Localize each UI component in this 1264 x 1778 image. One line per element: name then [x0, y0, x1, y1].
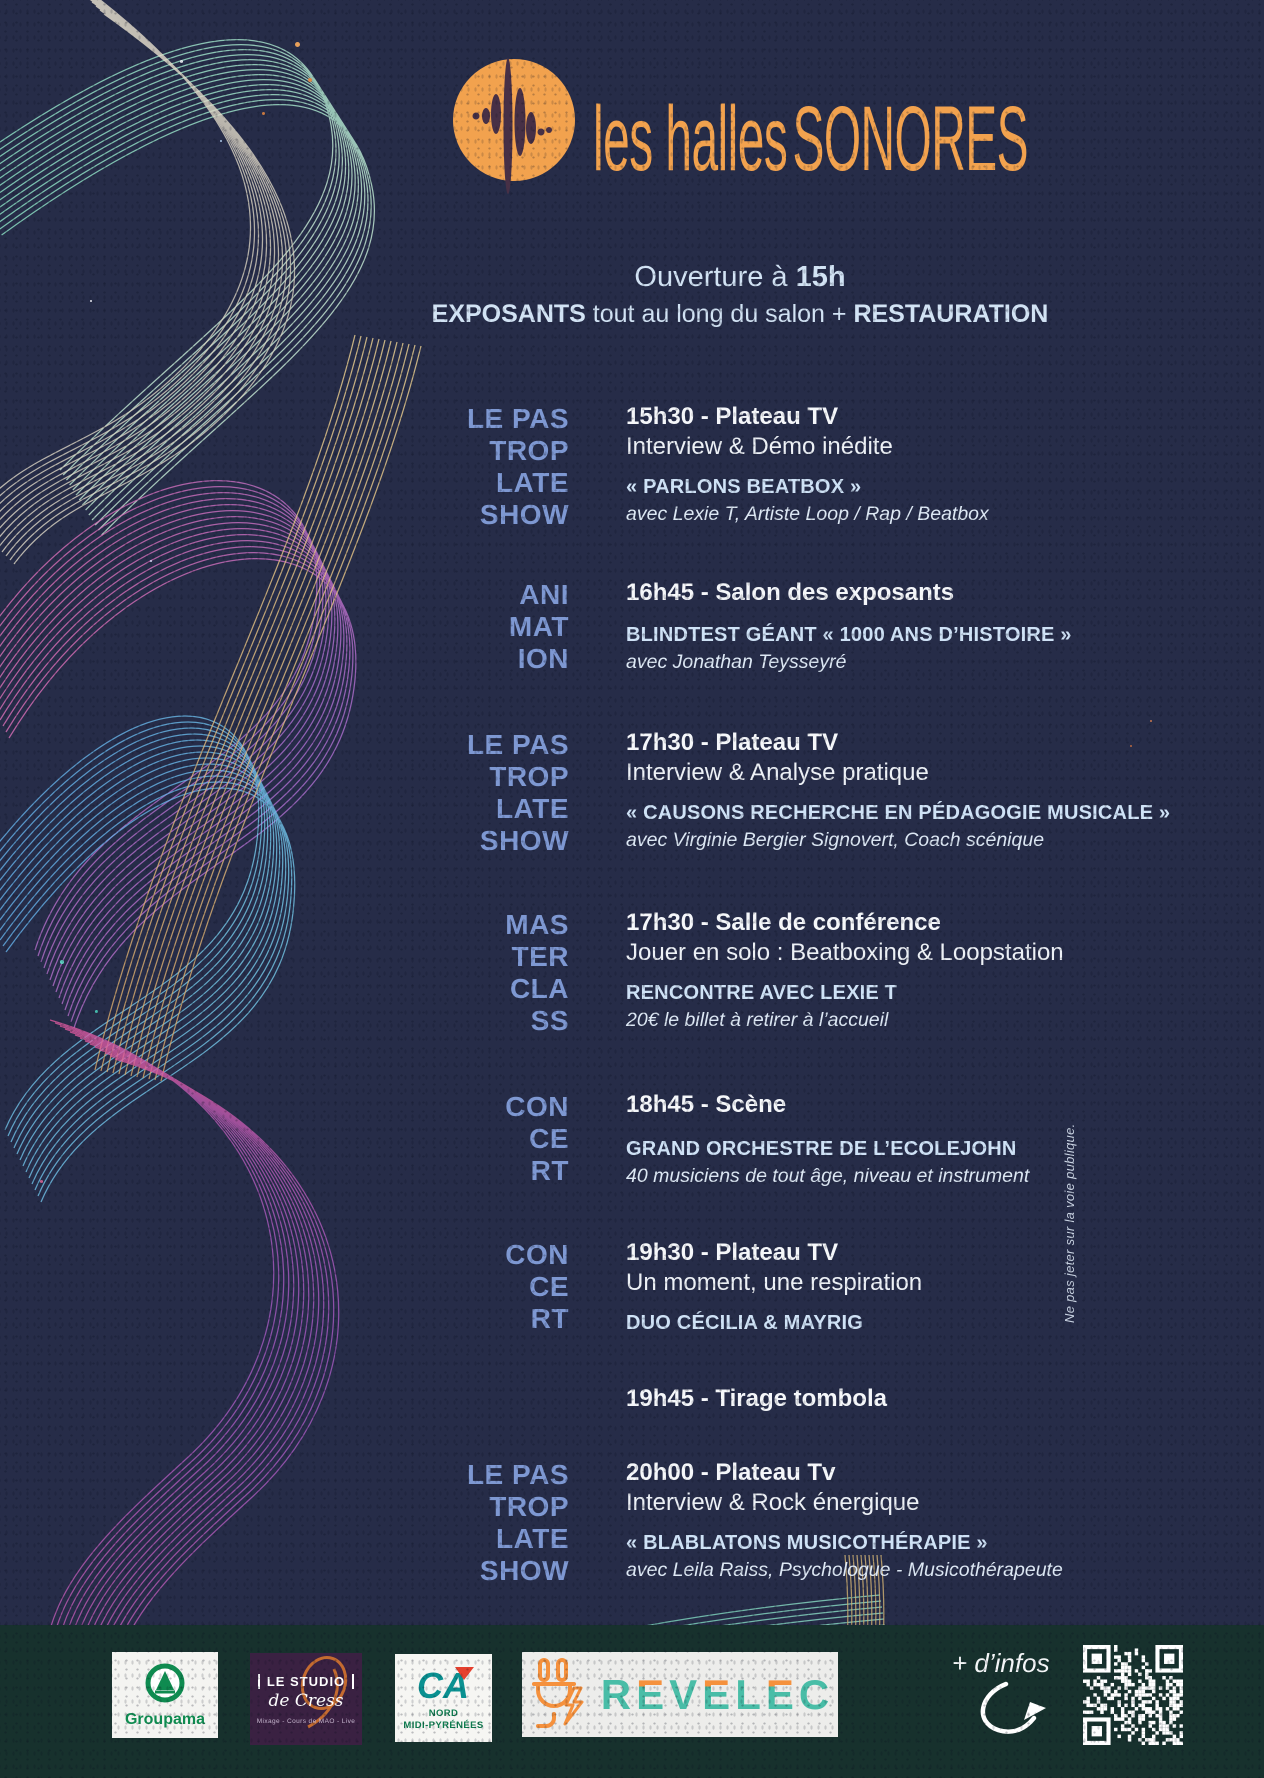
speck — [308, 78, 312, 82]
event-block: LE PAS TROP LATE SHOW 17h30 - Plateau TV… — [449, 728, 1171, 856]
opening-line: Ouverture à 15h — [390, 260, 1090, 294]
soundwave-circle-icon — [453, 58, 575, 194]
sponsor-studio-line1: LE STUDIO — [257, 1673, 355, 1689]
event-time-title: 18h45 - Scène — [626, 1091, 787, 1118]
brand-name-lower: les halles — [593, 88, 788, 190]
event-time-title: 19h45 - Tirage tombola — [626, 1385, 887, 1412]
event-description: Un moment, une respiration — [626, 1269, 923, 1296]
qr-finder-bottom-left — [1083, 1717, 1111, 1745]
speck — [60, 960, 64, 964]
event-time-title: 19h30 - Plateau TV — [626, 1239, 839, 1266]
event-time-title: 15h30 - Plateau TV — [626, 403, 839, 430]
curved-arrow-icon — [980, 1681, 1046, 1734]
event-subtitle: RENCONTRE AVEC LEXIE T — [626, 982, 898, 1004]
revelec-wordmark: R E V E L E C — [600, 1670, 830, 1718]
speck — [1130, 745, 1132, 747]
speck — [150, 560, 152, 562]
event-subtitle: GRAND ORCHESTRE DE L’ECOLEJOHN — [626, 1138, 1017, 1160]
sponsor-studio-line3: Mixage - Cours de MAO - Live — [256, 1717, 356, 1725]
plug-bolt-icon — [532, 1657, 584, 1728]
event-category: LE PAS TROP LATE SHOW — [466, 1459, 569, 1586]
speck — [220, 140, 222, 142]
event-credit: avec Jonathan Teysseyré — [626, 651, 847, 673]
event-subtitle: « BLABLATONS MUSICOTHÉRAPIE » — [626, 1532, 988, 1554]
side-note: Ne pas jeter sur la voie publique. — [1062, 1123, 1077, 1323]
speck — [295, 42, 300, 47]
brand-wordmark: les hallesSONORES — [593, 93, 1029, 185]
speck — [90, 300, 92, 302]
sponsor-revelec: R E V E L E C — [522, 1652, 838, 1737]
event-block: 19h45 - Tirage tombola — [449, 1384, 1109, 1414]
event-category: CON CE RT — [505, 1091, 569, 1186]
expo-bold-start: EXPOSANTS — [431, 300, 586, 328]
event-block: CON CE RT 19h30 - Plateau TV Un moment, … — [449, 1238, 1109, 1337]
sponsor-ca-region1: NORD — [428, 1708, 459, 1719]
event-description: Interview & Démo inédite — [626, 433, 893, 460]
event-description: Jouer en solo : Beatboxing & Loopstation — [626, 939, 1064, 966]
speck — [95, 1010, 98, 1013]
opening-prefix: Ouverture à — [634, 261, 796, 293]
speck — [180, 60, 183, 63]
event-category: LE PAS TROP LATE SHOW — [466, 729, 569, 856]
more-infos-label: + d’infos — [952, 1648, 1050, 1678]
event-block: CON CE RT 18h45 - Scène GRAND ORCHESTRE … — [449, 1090, 1109, 1189]
event-subtitle: DUO CÉCILIA & MAYRIG — [626, 1312, 863, 1334]
event-block: MAS TER CLA SS 17h30 - Salle de conféren… — [449, 908, 1109, 1036]
event-category: LE PAS TROP LATE SHOW — [466, 403, 569, 530]
expo-bold-end: RESTAURATION — [853, 300, 1049, 328]
event-description: Interview & Analyse pratique — [626, 759, 929, 786]
event-time-title: 20h00 - Plateau Tv — [626, 1459, 836, 1486]
brand-name-upper: SONORES — [792, 88, 1029, 190]
event-time-title: 17h30 - Plateau TV — [626, 729, 839, 756]
sponsor-groupama-name: Groupama — [124, 1710, 205, 1728]
event-block: LE PAS TROP LATE SHOW 15h30 - Plateau TV… — [449, 402, 1109, 530]
event-credit: avec Lexie T, Artiste Loop / Rap / Beatb… — [626, 503, 989, 525]
qr-finder-top-left — [1083, 1645, 1111, 1673]
sponsor-ca-region2: MIDI-PYRÉNÉES — [403, 1720, 484, 1731]
event-credit: 40 musiciens de tout âge, niveau et inst… — [626, 1165, 1030, 1187]
expo-middle: tout au long du salon + — [585, 300, 854, 328]
event-block: LE PAS TROP LATE SHOW 20h00 - Plateau Tv… — [449, 1458, 1109, 1586]
credit-agricole-logo-icon: CA — [417, 1665, 474, 1706]
event-subtitle: BLINDTEST GÉANT « 1000 ANS D’HISTOIRE » — [626, 624, 1072, 646]
brand-logo: les hallesSONORES — [451, 56, 1264, 208]
opening-time: 15h — [795, 261, 846, 293]
event-time-title: 16h45 - Salon des exposants — [626, 579, 955, 606]
sponsor-groupama: Groupama — [112, 1652, 218, 1738]
event-category: ANI MAT ION — [508, 579, 569, 674]
event-time-title: 17h30 - Salle de conférence — [626, 909, 941, 936]
speck — [1150, 720, 1152, 722]
event-category: CON CE RT — [505, 1239, 569, 1334]
qr-finder-top-right — [1155, 1645, 1183, 1673]
event-credit: avec Leila Raiss, Psychologue - Musicoth… — [626, 1559, 1063, 1581]
sponsor-credit-agricole: CA NORD MIDI-PYRÉNÉES — [395, 1654, 492, 1742]
qr-code — [1083, 1645, 1183, 1745]
speck — [262, 112, 265, 115]
groupama-logo-icon — [145, 1663, 185, 1702]
sponsor-studio-line2: de Cress — [268, 1690, 344, 1711]
sponsor-studio-de-cress: LE STUDIO de Cress Mixage - Cours de MAO… — [250, 1653, 362, 1745]
event-credit: avec Virginie Bergier Signovert, Coach s… — [626, 829, 1045, 851]
event-category: MAS TER CLA SS — [505, 909, 569, 1036]
speck — [40, 1180, 43, 1183]
treble-swirl-icon — [300, 1656, 348, 1729]
event-credit: 20€ le billet à retirer à l’accueil — [626, 1009, 889, 1031]
event-subtitle: « CAUSONS RECHERCHE EN PÉDAGOGIE MUSICAL… — [626, 802, 1171, 824]
event-block: ANI MAT ION 16h45 - Salon des exposants … — [449, 578, 1109, 675]
expo-line: EXPOSANTS tout au long du salon + RESTAU… — [330, 299, 1150, 329]
event-subtitle: « PARLONS BEATBOX » — [626, 476, 862, 498]
event-description: Interview & Rock énergique — [626, 1489, 920, 1516]
